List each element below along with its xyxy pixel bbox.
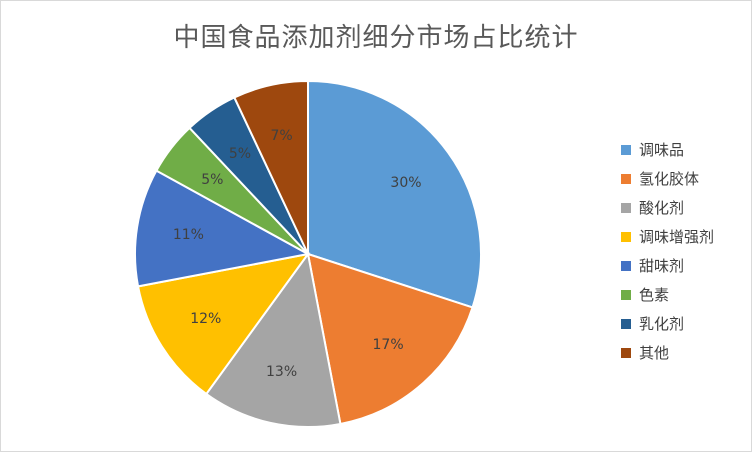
pie-slice [136, 252, 311, 396]
legend-swatch [621, 318, 631, 329]
legend-swatch [621, 231, 631, 242]
legend-label: 乳化剂 [639, 315, 685, 333]
legend-label: 甜味剂 [639, 257, 685, 275]
legend-item: 调味品 [621, 135, 714, 164]
pie-slice [204, 251, 342, 428]
legend-item: 甜味剂 [621, 251, 714, 280]
legend-item: 酸化剂 [621, 193, 714, 222]
data-label: 12% [190, 311, 221, 327]
legend: 调味品氢化胶体酸化剂调味增强剂甜味剂色素乳化剂其他 [621, 135, 714, 367]
legend-swatch [621, 144, 631, 155]
legend-swatch [621, 289, 631, 300]
pie-slice [233, 79, 309, 255]
legend-label: 调味增强剂 [639, 228, 715, 246]
legend-label: 氢化胶体 [639, 170, 700, 188]
chart-title: 中国食品添加剂细分市场占比统计 [173, 23, 579, 53]
data-label: 5% [201, 172, 223, 188]
legend-item: 氢化胶体 [621, 164, 714, 193]
data-label: 17% [373, 337, 404, 353]
legend-label: 酸化剂 [639, 199, 685, 217]
legend-label: 色素 [639, 286, 670, 304]
data-label: 11% [173, 227, 204, 243]
pie-slice [134, 169, 311, 288]
legend-item: 其他 [621, 338, 714, 367]
legend-label: 其他 [639, 344, 670, 362]
legend-swatch [621, 347, 631, 358]
data-label: 5% [229, 146, 251, 162]
pie-slice [307, 79, 482, 309]
pie-slice [306, 252, 474, 426]
legend-item: 乳化剂 [621, 309, 714, 338]
data-label: 30% [390, 175, 421, 191]
legend-item: 色素 [621, 280, 714, 309]
legend-swatch [621, 260, 631, 271]
legend-item: 调味增强剂 [621, 222, 714, 251]
legend-swatch [621, 173, 631, 184]
legend-label: 调味品 [639, 141, 685, 159]
legend-swatch [621, 202, 631, 213]
data-label: 7% [270, 128, 292, 144]
data-label: 13% [266, 364, 297, 380]
